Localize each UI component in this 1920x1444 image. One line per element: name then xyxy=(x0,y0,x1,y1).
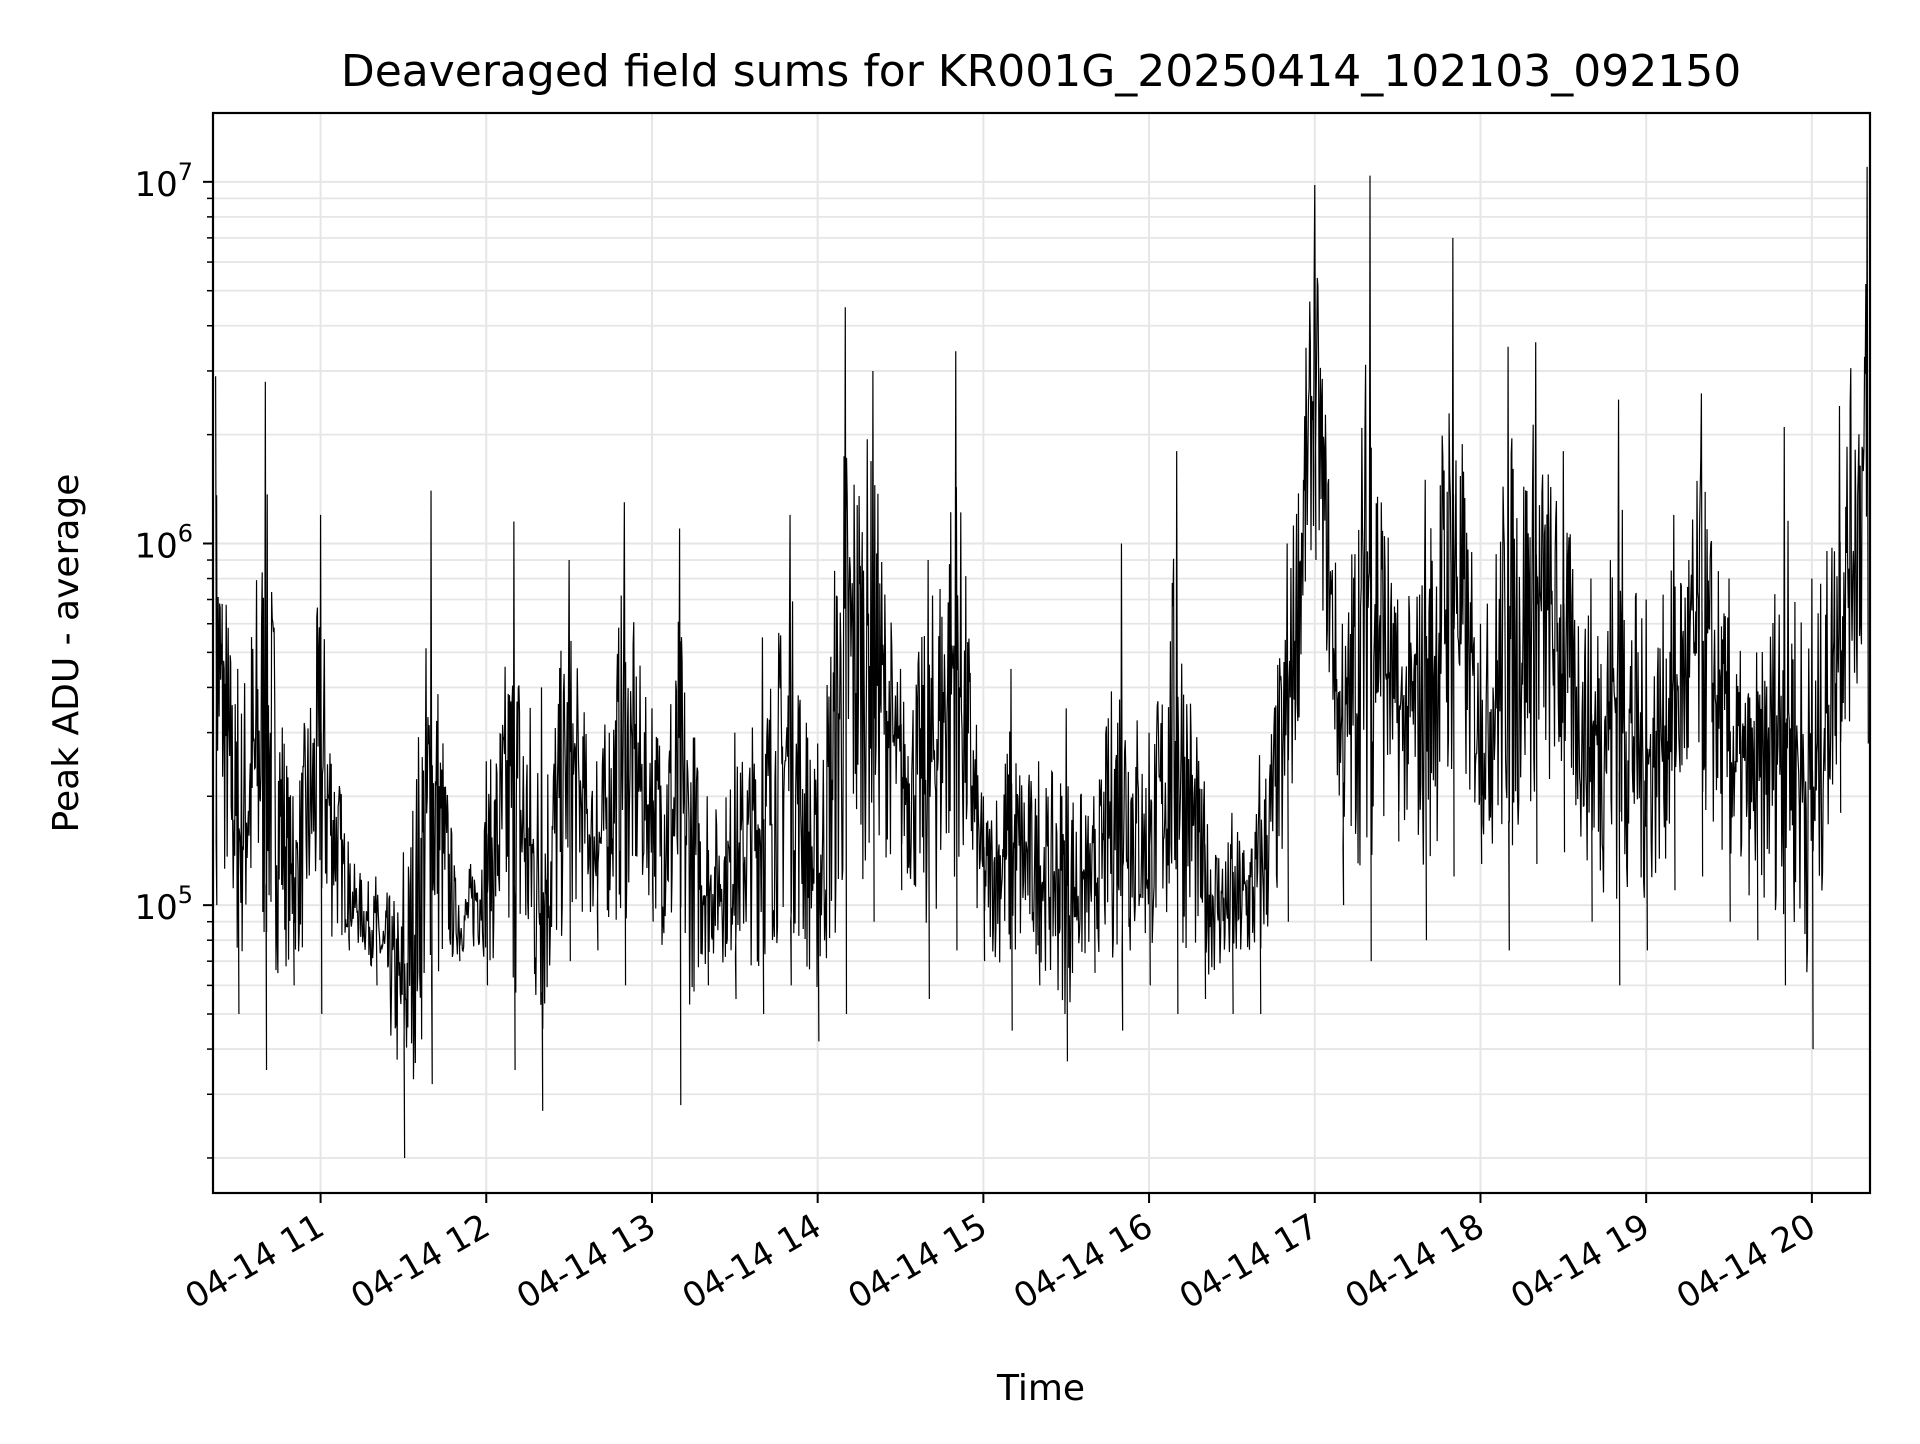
y-tick-label: 107 xyxy=(134,158,193,205)
x-tick-label: 04-14 12 xyxy=(344,1206,496,1317)
y-tick-exponent: 6 xyxy=(178,519,193,547)
x-tick-label: 04-14 16 xyxy=(1007,1206,1159,1317)
chart-title: Deaveraged field sums for KR001G_2025041… xyxy=(341,46,1741,97)
y-axis-label: Peak ADU - average xyxy=(46,474,87,833)
x-tick-label: 04-14 14 xyxy=(676,1206,828,1317)
x-axis-label: Time xyxy=(996,1368,1085,1409)
x-tick-label: 04-14 17 xyxy=(1173,1206,1325,1317)
x-tick-label: 04-14 15 xyxy=(841,1206,993,1317)
tick-layer: 04-14 11 04-14 12 04-14 13 04-14 14 04-14 15… xyxy=(134,158,1822,1317)
x-tick-label: 04-14 19 xyxy=(1504,1206,1656,1317)
y-tick-base: 10 xyxy=(134,526,177,566)
y-tick-label: 106 xyxy=(134,519,193,566)
x-tick-label: 04-14 13 xyxy=(510,1206,662,1317)
data-layer xyxy=(215,166,1869,1158)
y-tick-base: 10 xyxy=(134,165,177,205)
grid-layer xyxy=(213,113,1870,1193)
x-tick-label: 04-14 18 xyxy=(1339,1206,1491,1317)
y-tick-exponent: 5 xyxy=(178,881,193,909)
x-tick-label: 04-14 11 xyxy=(179,1206,331,1317)
x-tick-label: 04-14 20 xyxy=(1670,1206,1822,1317)
data-series-line xyxy=(215,166,1869,1158)
y-tick-label: 105 xyxy=(134,881,193,928)
y-tick-exponent: 7 xyxy=(178,158,193,186)
y-tick-base: 10 xyxy=(134,888,177,928)
